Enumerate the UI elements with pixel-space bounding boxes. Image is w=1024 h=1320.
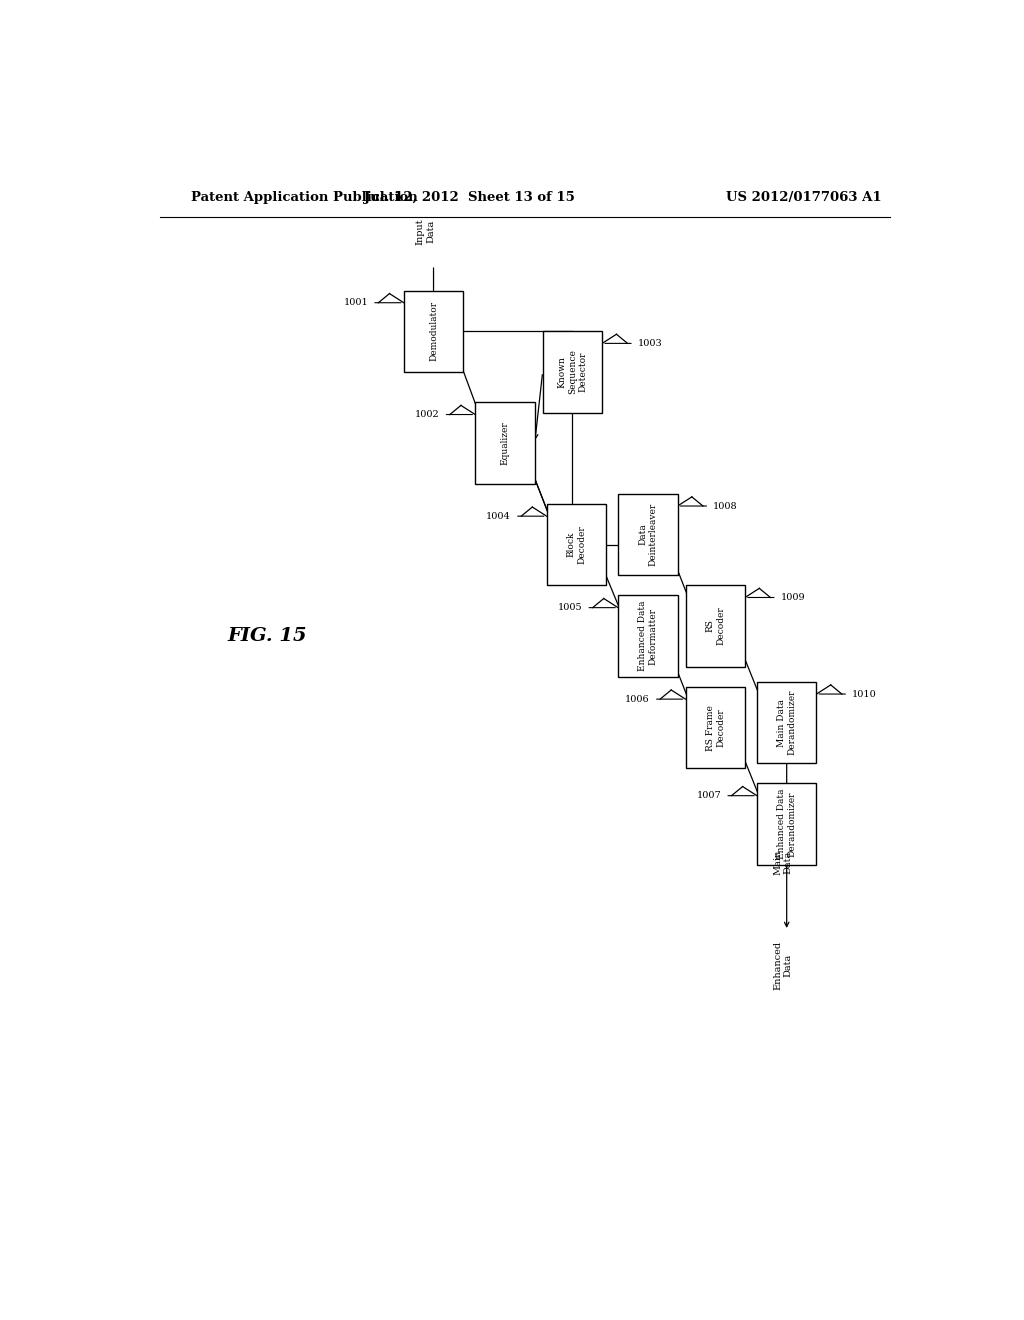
Text: 1009: 1009 bbox=[780, 593, 805, 602]
Bar bbox=[543, 331, 602, 412]
Bar bbox=[403, 290, 463, 372]
Text: Data
Deinterleaver: Data Deinterleaver bbox=[638, 503, 657, 566]
Text: Enhanced Data
Derandomizer: Enhanced Data Derandomizer bbox=[777, 789, 797, 859]
Text: 1001: 1001 bbox=[343, 298, 368, 308]
Text: Block
Decoder: Block Decoder bbox=[566, 525, 586, 564]
Text: Enhanced
Data: Enhanced Data bbox=[773, 941, 793, 990]
Text: Demodulator: Demodulator bbox=[429, 301, 438, 362]
Text: Main Data
Derandomizer: Main Data Derandomizer bbox=[777, 690, 797, 755]
Text: 1003: 1003 bbox=[638, 339, 663, 348]
Bar bbox=[685, 585, 745, 667]
Text: Equalizer: Equalizer bbox=[501, 421, 510, 465]
Bar bbox=[757, 784, 816, 865]
Bar bbox=[618, 595, 678, 677]
Text: 1010: 1010 bbox=[852, 689, 877, 698]
Text: 1006: 1006 bbox=[626, 694, 650, 704]
Text: 1007: 1007 bbox=[696, 791, 721, 800]
Bar bbox=[757, 682, 816, 763]
Text: FIG. 15: FIG. 15 bbox=[227, 627, 307, 645]
Bar bbox=[685, 686, 745, 768]
Text: 1005: 1005 bbox=[558, 603, 583, 612]
Text: RS
Decoder: RS Decoder bbox=[706, 607, 725, 645]
Text: Patent Application Publication: Patent Application Publication bbox=[191, 191, 418, 203]
Text: 1002: 1002 bbox=[415, 411, 439, 418]
Text: 1004: 1004 bbox=[486, 512, 511, 520]
Text: Enhanced Data
Deformatter: Enhanced Data Deformatter bbox=[638, 601, 657, 672]
Text: Main
Data: Main Data bbox=[773, 850, 793, 875]
Text: RS Frame
Decoder: RS Frame Decoder bbox=[706, 705, 725, 751]
Bar bbox=[618, 494, 678, 576]
Text: Input
Data: Input Data bbox=[416, 218, 435, 244]
Text: Jul. 12, 2012  Sheet 13 of 15: Jul. 12, 2012 Sheet 13 of 15 bbox=[364, 191, 574, 203]
Text: Known
Sequence
Detector: Known Sequence Detector bbox=[557, 350, 588, 395]
Bar bbox=[547, 504, 606, 585]
Text: US 2012/0177063 A1: US 2012/0177063 A1 bbox=[726, 191, 882, 203]
Bar bbox=[475, 403, 535, 483]
Text: 1008: 1008 bbox=[714, 502, 738, 511]
